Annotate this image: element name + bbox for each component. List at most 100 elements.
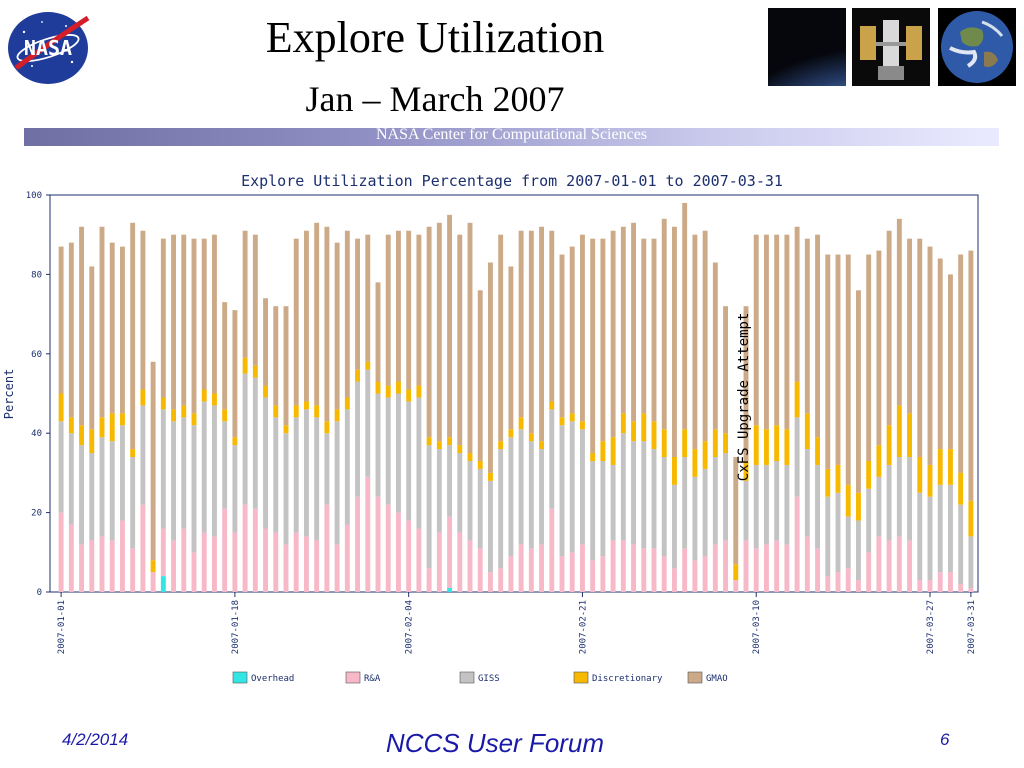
bar-segment-r-a — [815, 548, 821, 592]
bar-segment-discretionary — [457, 445, 463, 454]
bar-segment-r-a — [590, 560, 596, 592]
bar-group — [58, 202, 974, 592]
bar-segment-giss — [784, 464, 790, 545]
bar-segment-discretionary — [181, 405, 187, 418]
bar-segment-discretionary — [232, 437, 238, 446]
x-tick-label: 2007-03-10 — [752, 600, 762, 654]
bar-segment-discretionary — [222, 409, 228, 422]
bar-segment-giss — [896, 457, 902, 537]
bar-segment-discretionary — [385, 385, 391, 398]
bar-segment-gmao — [620, 226, 626, 414]
bar-segment-giss — [508, 437, 514, 557]
bar-segment-r-a — [498, 568, 504, 592]
bar-segment-giss — [436, 449, 442, 533]
bar-segment-r-a — [651, 548, 657, 592]
bar-segment-r-a — [958, 584, 964, 592]
bar-segment-r-a — [324, 504, 330, 592]
bar-segment-r-a — [671, 568, 677, 592]
bar-segment-gmao — [252, 234, 258, 366]
bar-segment-r-a — [600, 556, 606, 592]
bar-segment-r-a — [876, 536, 882, 592]
legend-label: GISS — [478, 674, 500, 684]
bar-segment-discretionary — [406, 389, 412, 402]
bar-segment-gmao — [303, 230, 309, 402]
bar-segment-gmao — [211, 234, 217, 394]
bar-segment-r-a — [385, 504, 391, 592]
bar-segment-r-a — [79, 544, 85, 592]
bar-segment-gmao — [395, 230, 401, 382]
bar-segment-r-a — [119, 520, 125, 592]
bar-segment-r-a — [579, 544, 585, 592]
bar-segment-gmao — [334, 242, 340, 410]
bar-segment-gmao — [937, 258, 943, 450]
bar-segment-discretionary — [794, 381, 800, 418]
bar-segment-gmao — [579, 234, 585, 422]
bar-segment-r-a — [406, 520, 412, 592]
bar-segment-r-a — [825, 576, 831, 592]
bar-segment-gmao — [968, 250, 974, 501]
bar-segment-giss — [99, 437, 105, 537]
bar-segment-discretionary — [937, 449, 943, 485]
page-number: 6 — [940, 730, 950, 749]
bar-segment-giss — [579, 429, 585, 545]
bar-segment-gmao — [58, 246, 64, 394]
bar-segment-gmao — [365, 234, 371, 362]
y-axis-ticks: 0 20 40 60 80 100 — [26, 191, 50, 598]
bar-segment-gmao — [917, 238, 923, 458]
bar-segment-giss — [273, 417, 279, 533]
bar-segment-gmao — [651, 238, 657, 422]
bar-segment-discretionary — [947, 449, 953, 485]
bar-segment-discretionary — [416, 385, 422, 398]
bar-segment-r-a — [518, 544, 524, 592]
bar-segment-gmao — [702, 230, 708, 442]
bar-segment-gmao — [886, 230, 892, 426]
bar-segment-r-a — [804, 536, 810, 592]
bar-segment-gmao — [426, 226, 432, 438]
y-tick-label: 0 — [37, 588, 42, 598]
nasa-logo: NASA — [8, 12, 90, 84]
bar-segment-gmao — [549, 230, 555, 402]
bar-segment-gmao — [753, 234, 759, 426]
bar-segment-r-a — [927, 580, 933, 592]
bar-segment-giss — [457, 453, 463, 533]
bar-segment-gmao — [375, 282, 381, 382]
bar-segment-discretionary — [631, 421, 637, 442]
bar-segment-gmao — [181, 234, 187, 406]
bar-segment-r-a — [733, 580, 739, 592]
bar-segment-r-a — [252, 508, 258, 592]
chart-legend: Overhead R&A GISS Discretionary GMAO — [232, 671, 728, 684]
bar-segment-gmao — [232, 310, 238, 438]
bar-segment-giss — [252, 377, 258, 509]
bar-segment-discretionary — [774, 425, 780, 461]
bar-segment-gmao — [150, 361, 156, 561]
bar-segment-gmao — [314, 222, 320, 406]
bar-segment-discretionary — [671, 457, 677, 485]
bar-segment-gmao — [825, 254, 831, 469]
bar-segment-giss — [917, 492, 923, 581]
bar-segment-discretionary — [600, 441, 606, 461]
bar-segment-r-a — [907, 540, 913, 592]
chart-title: Explore Utilization Percentage from 2007… — [241, 172, 783, 190]
bar-segment-discretionary — [252, 365, 258, 378]
bar-segment-r-a — [467, 540, 473, 592]
bar-segment-r-a — [620, 540, 626, 592]
bar-segment-discretionary — [447, 437, 453, 446]
bar-segment-gmao — [385, 234, 391, 386]
bar-segment-gmao — [119, 246, 125, 414]
earth-globe-photo — [938, 8, 1016, 86]
bar-segment-r-a — [774, 540, 780, 592]
bar-segment-giss — [314, 417, 320, 541]
bar-segment-discretionary — [191, 413, 197, 426]
bar-segment-r-a — [191, 552, 197, 592]
bar-segment-gmao — [293, 238, 299, 406]
bar-segment-gmao — [600, 238, 606, 442]
bar-segment-giss — [528, 441, 534, 549]
bar-segment-r-a — [375, 496, 381, 592]
bar-segment-giss — [130, 457, 136, 549]
bar-segment-giss — [855, 520, 861, 581]
bar-segment-gmao — [68, 242, 74, 418]
bar-segment-r-a — [712, 544, 718, 592]
bar-segment-discretionary — [273, 405, 279, 418]
bar-segment-giss — [590, 460, 596, 561]
bar-segment-r-a — [794, 496, 800, 592]
